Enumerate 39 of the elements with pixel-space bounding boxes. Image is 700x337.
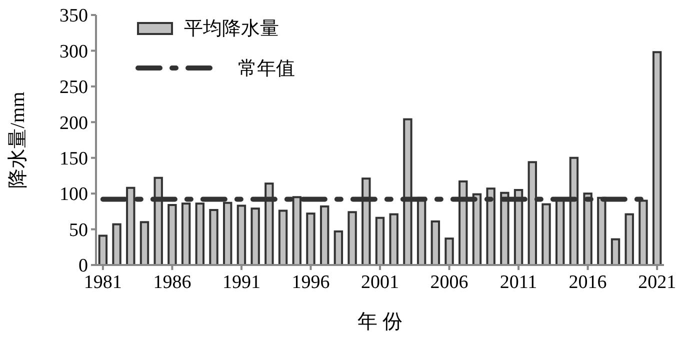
x-tick-label: 1996: [292, 272, 330, 293]
bar: [250, 208, 260, 266]
bar: [320, 205, 330, 266]
y-tick-label: 50: [69, 220, 88, 241]
bar: [140, 221, 150, 266]
bar: [334, 230, 344, 266]
x-tick-label: 1986: [153, 272, 192, 293]
bar: [610, 238, 620, 266]
bar: [209, 209, 218, 266]
bar: [542, 203, 551, 266]
x-tick-label: 2016: [568, 272, 607, 293]
x-axis-title: 年 份: [358, 311, 402, 333]
y-axis-title: 降水量/mm: [7, 91, 29, 188]
bar: [430, 220, 440, 266]
y-tick-label: 250: [60, 77, 88, 98]
bar: [236, 204, 246, 266]
bar: [444, 238, 454, 266]
bar: [306, 212, 316, 266]
y-tick-label: 150: [60, 148, 88, 170]
bar: [168, 204, 177, 266]
legend-label: 平均降水量: [184, 18, 279, 40]
bar: [278, 210, 288, 266]
bar: [98, 234, 108, 266]
y-tick-label: 200: [60, 112, 88, 134]
x-tick-label: 2006: [430, 272, 468, 293]
x-tick-label: 2011: [500, 272, 538, 293]
x-tick-label: 2021: [638, 272, 676, 293]
y-tick-label: 300: [60, 41, 88, 62]
bar: [389, 213, 398, 266]
bar: [652, 51, 662, 266]
y-tick-label: 100: [60, 184, 88, 206]
bar: [112, 223, 122, 266]
y-tick-label: 350: [60, 6, 88, 27]
x-tick-label: 2001: [361, 272, 399, 293]
bar: [348, 211, 357, 266]
bar: [375, 216, 385, 266]
bar: [624, 213, 634, 266]
legend-label: 常年值: [238, 58, 295, 80]
x-tick-label: 1991: [222, 272, 260, 293]
